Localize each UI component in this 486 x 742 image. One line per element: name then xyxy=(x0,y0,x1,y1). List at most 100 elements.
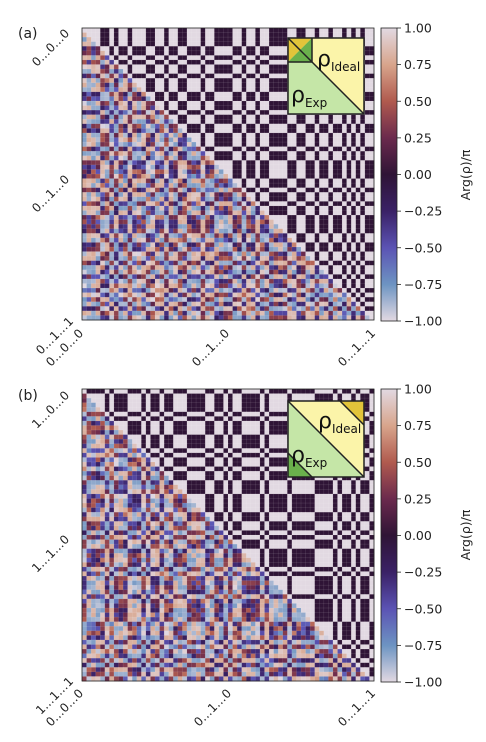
panel-a-colorbar-ticks: 1.000.750.500.250.00−0.25−0.50−0.75−1.00 xyxy=(397,21,442,329)
heatmap-cell xyxy=(177,151,183,157)
heatmap-cell xyxy=(319,242,325,248)
heatmap-cell xyxy=(209,219,215,225)
heatmap-cell xyxy=(305,393,311,399)
heatmap-cell xyxy=(173,110,179,116)
heatmap-cell xyxy=(264,274,270,280)
heatmap-cell xyxy=(360,32,366,38)
heatmap-cell xyxy=(86,233,92,239)
heatmap-cell xyxy=(136,215,142,221)
heatmap-cell xyxy=(337,260,343,266)
heatmap-cell xyxy=(209,420,215,426)
heatmap-cell xyxy=(232,242,238,248)
heatmap-cell xyxy=(319,278,325,284)
colorbar-tick-label: 0.00 xyxy=(404,167,432,182)
heatmap-cell xyxy=(232,251,238,257)
heatmap-cell xyxy=(369,247,375,252)
heatmap-cell xyxy=(82,78,87,84)
heatmap-cell xyxy=(328,219,334,225)
heatmap-cell xyxy=(159,407,165,413)
heatmap-cell xyxy=(296,187,302,193)
heatmap-cell xyxy=(141,297,147,303)
heatmap-cell xyxy=(168,416,174,422)
heatmap-cell xyxy=(214,46,220,52)
heatmap-cell xyxy=(182,407,188,413)
heatmap-cell xyxy=(155,430,160,436)
heatmap-cell xyxy=(351,393,357,399)
heatmap-cell xyxy=(310,132,316,138)
heatmap-cell xyxy=(323,278,329,284)
heatmap-cell xyxy=(287,178,293,184)
heatmap-cell xyxy=(351,215,357,221)
heatmap-cell xyxy=(241,123,247,129)
heatmap-cell xyxy=(291,123,297,129)
heatmap-cell xyxy=(255,237,261,243)
heatmap-cell xyxy=(200,219,206,225)
heatmap-cell xyxy=(282,297,288,303)
heatmap-cell xyxy=(132,420,138,426)
heatmap-cell xyxy=(346,183,352,189)
heatmap-cell xyxy=(141,82,147,88)
heatmap-cell xyxy=(177,37,183,43)
heatmap-cell xyxy=(296,142,302,148)
heatmap-cell xyxy=(241,28,247,33)
heatmap-cell xyxy=(86,288,92,294)
heatmap-cell xyxy=(145,187,151,193)
heatmap-cell xyxy=(269,192,275,198)
heatmap-cell xyxy=(113,192,119,198)
heatmap-cell xyxy=(104,315,110,321)
heatmap-cell xyxy=(104,425,110,431)
heatmap-cell xyxy=(369,142,375,148)
heatmap-cell xyxy=(218,164,224,170)
heatmap-cell xyxy=(228,278,233,284)
heatmap-cell xyxy=(132,119,138,125)
heatmap-cell xyxy=(104,389,110,394)
heatmap-cell xyxy=(168,137,174,143)
heatmap-cell xyxy=(145,114,151,120)
heatmap-cell xyxy=(241,192,247,198)
heatmap-cell xyxy=(191,183,197,189)
heatmap-cell xyxy=(123,87,129,93)
heatmap-cell xyxy=(127,439,133,445)
heatmap-cell xyxy=(264,430,270,436)
heatmap-cell xyxy=(241,169,247,175)
panel-a-label: (a) xyxy=(18,26,38,42)
heatmap-cell xyxy=(159,297,165,303)
heatmap-cell xyxy=(218,219,224,225)
heatmap-cell xyxy=(182,160,188,166)
heatmap-cell xyxy=(223,91,229,97)
heatmap-cell xyxy=(223,169,229,175)
heatmap-cell xyxy=(246,398,252,404)
heatmap-cell xyxy=(200,55,206,61)
heatmap-cell xyxy=(346,283,352,289)
heatmap-cell xyxy=(287,256,293,262)
heatmap-cell xyxy=(328,196,334,202)
heatmap-cell xyxy=(209,142,215,148)
heatmap-cell xyxy=(136,59,142,65)
heatmap-cell xyxy=(310,201,316,207)
heatmap-cell xyxy=(205,114,211,120)
heatmap-cell xyxy=(182,37,188,43)
heatmap-cell xyxy=(95,41,101,47)
heatmap-cell xyxy=(237,256,243,262)
heatmap-cell xyxy=(141,96,147,102)
heatmap-cell xyxy=(342,292,348,298)
heatmap-cell xyxy=(214,50,220,56)
heatmap-cell xyxy=(342,169,348,175)
heatmap-cell xyxy=(91,283,97,289)
heatmap-cell xyxy=(191,41,197,47)
heatmap-cell xyxy=(132,434,138,440)
heatmap-cell xyxy=(264,123,270,129)
heatmap-cell xyxy=(113,201,119,207)
heatmap-cell xyxy=(282,315,288,321)
heatmap-cell xyxy=(342,315,348,321)
heatmap-cell xyxy=(223,50,229,56)
heatmap-cell xyxy=(369,110,375,116)
heatmap-cell xyxy=(159,69,165,75)
heatmap-cell xyxy=(173,183,179,189)
heatmap-cell xyxy=(100,301,106,307)
heatmap-cell xyxy=(305,251,311,257)
heatmap-cell xyxy=(214,228,220,234)
heatmap-cell xyxy=(150,55,156,61)
heatmap-cell xyxy=(164,215,170,221)
heatmap-cell xyxy=(319,269,325,275)
